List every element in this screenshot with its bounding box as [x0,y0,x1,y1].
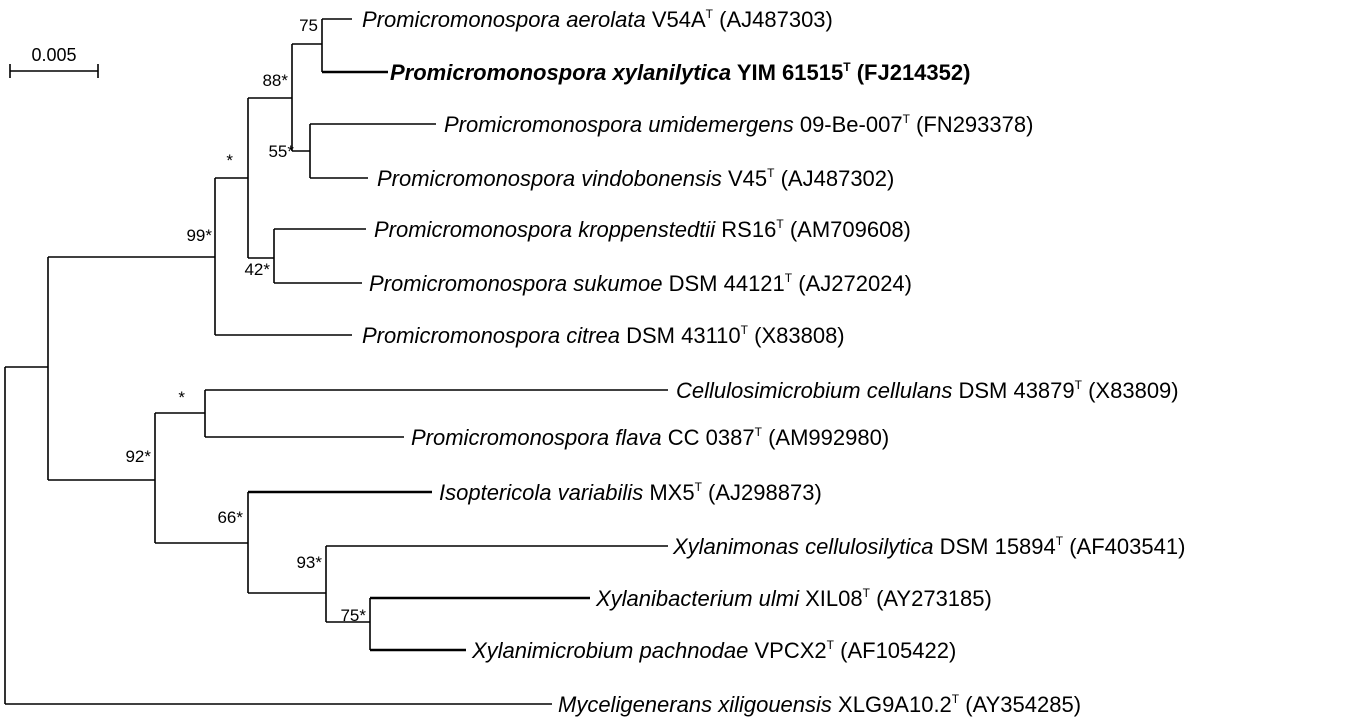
taxon-label: Promicromonospora vindobonensis V45T (AJ… [377,166,894,191]
taxon-label: Myceligenerans xiligouensis XLG9A10.2T (… [558,692,1081,717]
taxon-label: Cellulosimicrobium cellulans DSM 43879T … [676,378,1179,403]
taxon-label: Isoptericola variabilis MX5T (AJ298873) [439,480,822,505]
taxon-label: Promicromonospora aerolata V54AT (AJ4873… [362,7,833,32]
taxon-labels: Promicromonospora aerolata V54AT (AJ4873… [362,7,1185,717]
bootstrap-node-42: 42* [244,260,270,279]
tree-branches [4,18,668,705]
bootstrap-node-93: 93* [296,553,322,572]
bootstrap-node-75: 75* [340,606,366,625]
taxon-label: Promicromonospora kroppenstedtii RS16T (… [374,217,911,242]
bootstrap-node-88: 88* [262,71,288,90]
bootstrap-node-66: 66* [217,508,243,527]
taxon-label-highlighted: Promicromonospora xylanilytica YIM 61515… [390,60,970,85]
taxon-label: Xylanimicrobium pachnodae VPCX2T (AF1054… [471,638,956,663]
bootstrap-node-star-lower: * [178,388,185,407]
bootstrap-node-92: 92* [125,447,151,466]
bootstrap-node-55: 55* [268,142,294,161]
taxon-label: Xylanimonas cellulosilytica DSM 15894T (… [672,534,1185,559]
bootstrap-node-star-upper: * [226,151,233,170]
bootstrap-node-99: 99* [186,226,212,245]
taxon-label: Promicromonospora sukumoe DSM 44121T (AJ… [369,271,912,296]
taxon-label: Promicromonospora umidemergens 09-Be-007… [444,112,1033,137]
taxon-label: Promicromonospora citrea DSM 43110T (X83… [362,323,845,348]
bootstrap-labels: 75 88* 55* * 99* 42* * 92* 66* 93* 75* [125,16,366,625]
bootstrap-node-aerolata-xylanilytica: 75 [299,16,318,35]
scale-bar: 0.005 [9,45,99,78]
taxon-label: Promicromonospora flava CC 0387T (AM9929… [411,425,889,450]
taxon-label: Xylanibacterium ulmi XIL08T (AY273185) [595,586,992,611]
scale-bar-label: 0.005 [31,45,76,65]
